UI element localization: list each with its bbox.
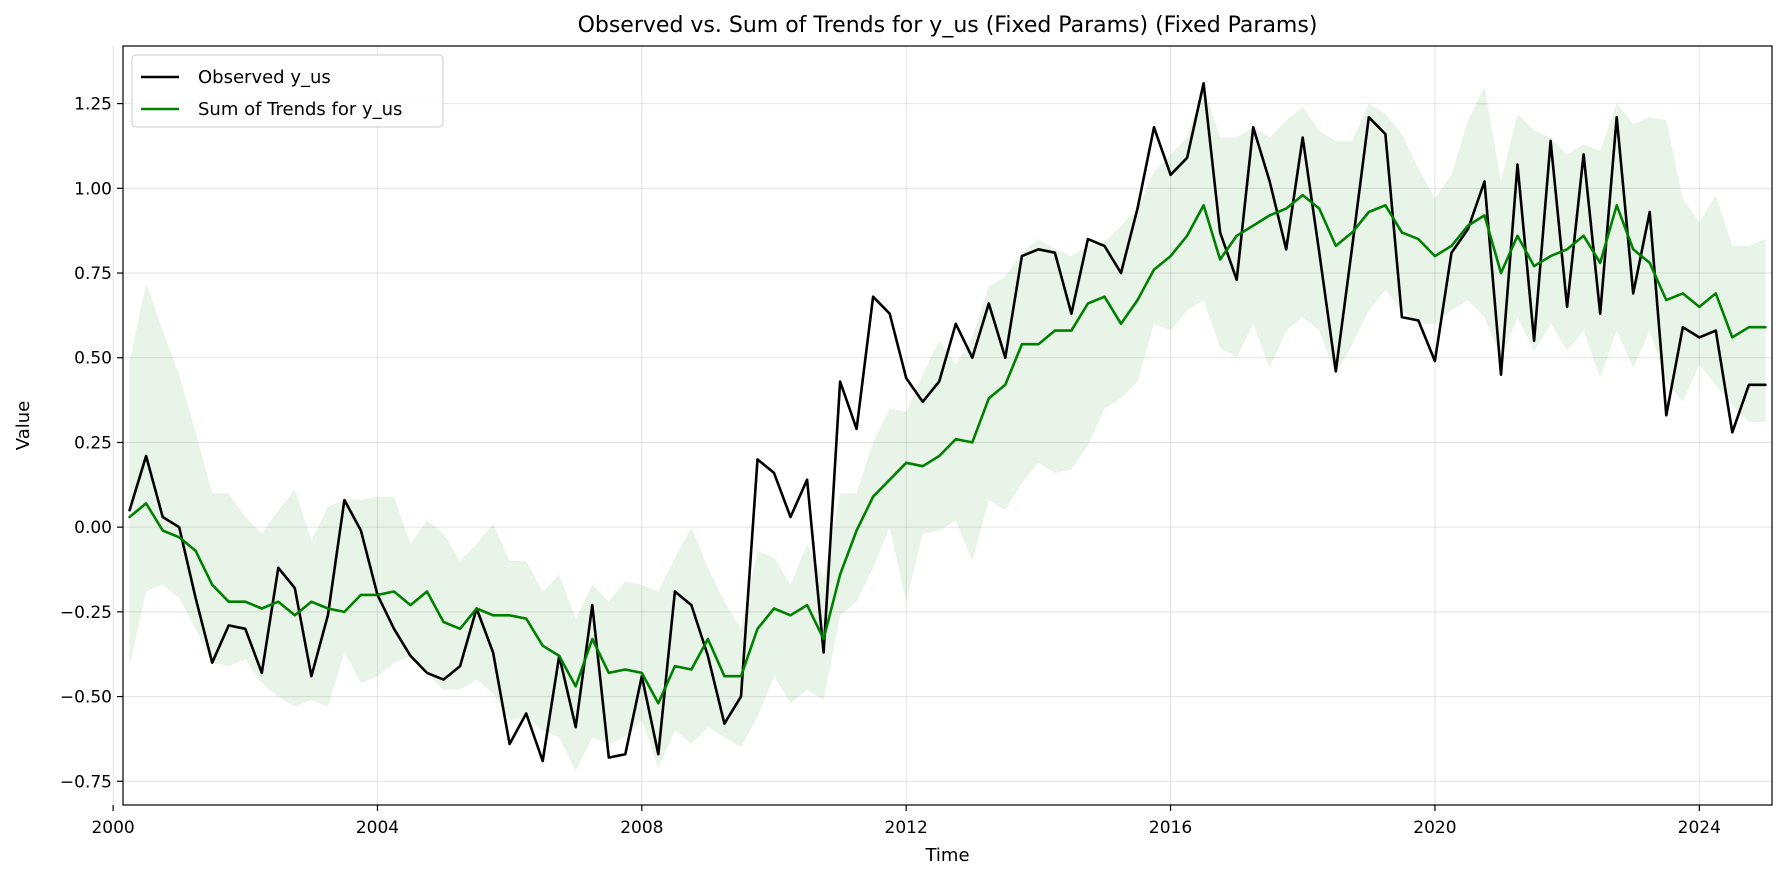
grid xyxy=(112,46,1772,805)
confidence-band-area xyxy=(129,86,1766,772)
legend-box xyxy=(131,54,444,128)
y-tick-label: 0.00 xyxy=(74,518,112,538)
legend-label-sum-of-trends: Sum of Trends for y_us xyxy=(198,99,402,120)
x-tick-label: 2004 xyxy=(356,818,399,838)
series-lines xyxy=(128,82,1767,763)
y-axis-label: Value xyxy=(13,401,34,450)
plot-area-frame xyxy=(122,45,1773,806)
y-tick-label: 1.25 xyxy=(74,95,112,115)
x-tick-label: 2000 xyxy=(91,818,134,838)
legend-label-observed: Observed y_us xyxy=(198,67,331,88)
x-tick-label: 2016 xyxy=(1149,818,1192,838)
series-line-sum-of-trends xyxy=(128,193,1767,705)
x-tick-label: 2020 xyxy=(1413,818,1456,838)
x-tick-label: 2008 xyxy=(620,818,663,838)
y-tick-label: 0.50 xyxy=(74,349,112,369)
axis-ticks: 2000 2004 2008 2012 2016 2020 2024 −0.75 −0.50 −0… xyxy=(60,95,1721,838)
y-tick-label: 1.00 xyxy=(74,179,112,199)
y-tick-label: −0.25 xyxy=(60,603,112,623)
series-line-observed xyxy=(128,82,1767,763)
y-tick-label: 0.75 xyxy=(74,264,112,284)
y-tick-label: −0.50 xyxy=(60,688,112,708)
legend: Observed y_us Sum of Trends for y_us xyxy=(131,54,444,128)
chart-title: Observed vs. Sum of Trends for y_us (Fix… xyxy=(578,13,1318,38)
x-tick-label: 2012 xyxy=(885,818,928,838)
x-tick-label: 2024 xyxy=(1678,818,1721,838)
confidence-band xyxy=(129,86,1766,772)
y-tick-label: 0.25 xyxy=(74,433,112,453)
x-axis-label: Time xyxy=(924,845,969,866)
y-tick-label: −0.75 xyxy=(60,772,112,792)
